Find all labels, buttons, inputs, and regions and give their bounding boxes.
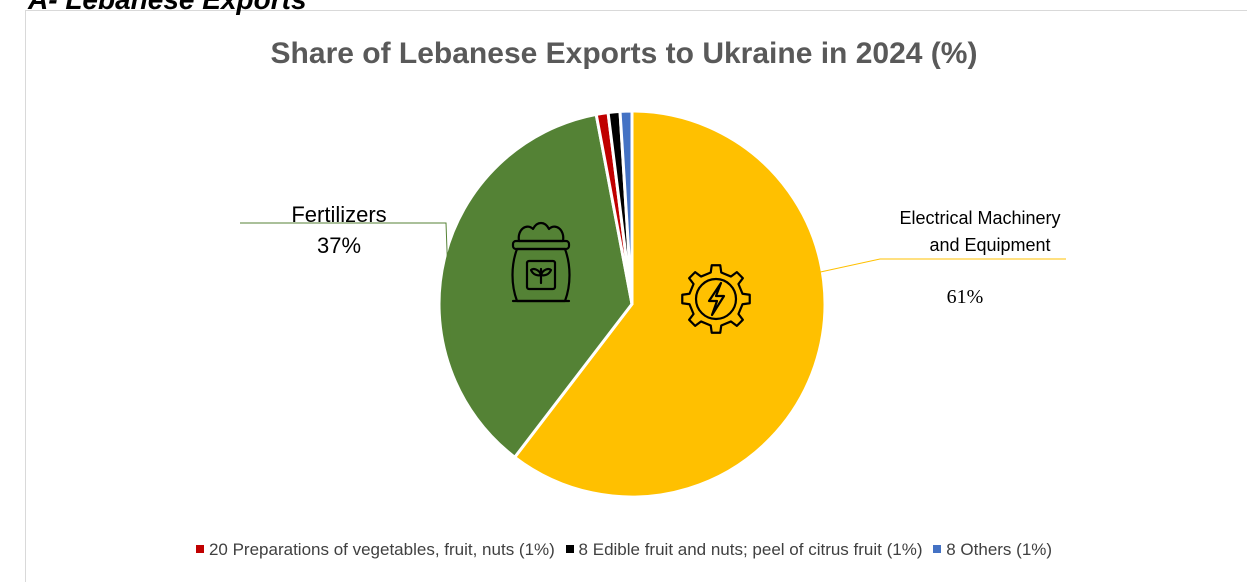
leader-line-fertilizers [240,222,452,362]
section-heading: A- Lebanese Exports [28,0,307,16]
slice-label-electrical-line2: and Equipment [929,235,1050,255]
legend-label: 8 Others (1%) [946,540,1053,559]
chart-legend: 20 Preparations of vegetables, fruit, nu… [0,540,1248,560]
chart-title: Share of Lebanese Exports to Ukraine in … [270,37,978,70]
legend-swatch [565,545,574,553]
legend-label: 8 Edible fruit and nuts; peel of citrus … [578,540,923,559]
fertilizer-bag-icon [511,221,571,303]
leader-lines [240,222,1066,362]
slice-labels: Electrical Machinery and Equipment 61% Fert… [291,202,1060,308]
pie-slices [437,109,827,499]
legend-item-others: 8 Others (1%) [933,540,1052,560]
slice-label-electrical-line1: Electrical Machinery [899,208,1060,228]
slice-label-fertilizers: Fertilizers [291,202,386,227]
legend-label: 20 Preparations of vegetables, fruit, nu… [208,540,555,559]
leader-line-electrical [819,258,1066,273]
slice-value-fertilizers: 37% [317,233,361,258]
slice-others [618,109,634,305]
legend-item-edible-fruit: 8 Edible fruit and nuts; peel of citrus … [565,540,923,560]
slice-electrical-machinery [512,109,827,499]
legend-swatch [195,545,204,553]
legend-swatch [933,545,942,553]
legend-item-preparations: 20 Preparations of vegetables, fruit, nu… [195,540,555,560]
slice-fertilizers [437,112,634,460]
lightning-gear-icon [681,264,751,334]
slice-value-electrical: 61% [947,286,984,308]
pie-chart: Electrical Machinery and Equipment 61% Fert… [240,109,1066,499]
